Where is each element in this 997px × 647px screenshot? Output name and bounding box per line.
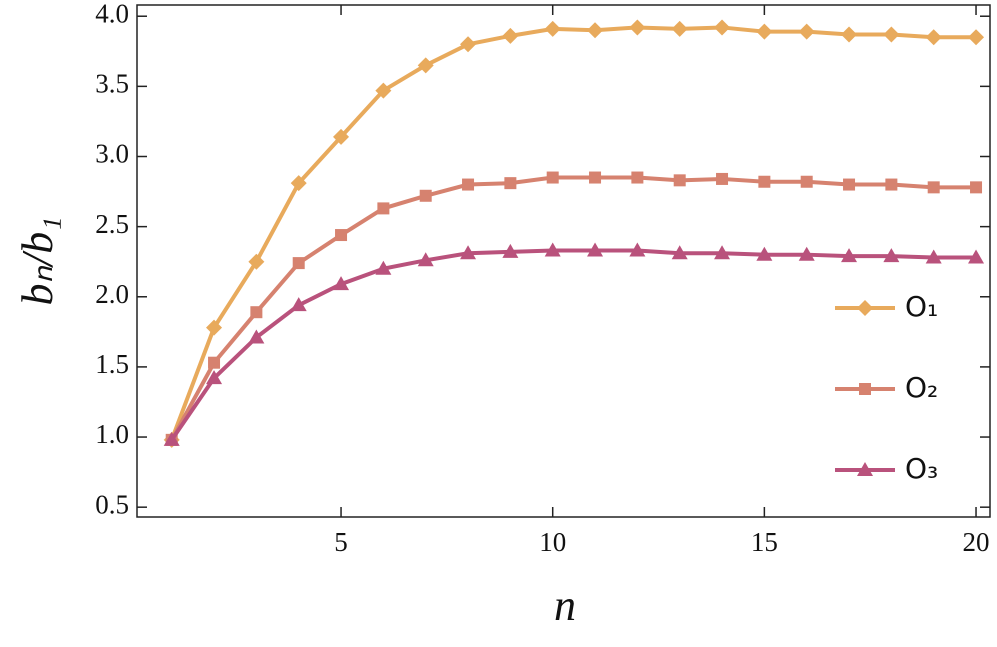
marker <box>462 178 475 191</box>
marker <box>206 319 223 336</box>
x-tick-label: 20 <box>963 527 990 557</box>
x-tick-label: 10 <box>539 527 566 557</box>
y-tick-label: 2.0 <box>95 279 129 309</box>
y-tick-label: 2.5 <box>95 209 129 239</box>
marker <box>716 172 729 185</box>
x-tick-label: 15 <box>751 527 778 557</box>
marker <box>502 243 519 258</box>
marker <box>335 229 348 242</box>
x-axis-label: n <box>554 581 576 630</box>
marker <box>375 82 392 99</box>
y-tick-label: 1.0 <box>95 419 129 449</box>
marker <box>589 171 602 184</box>
legend-marker <box>859 383 871 395</box>
marker <box>333 276 350 291</box>
marker <box>629 242 646 257</box>
marker <box>377 202 390 215</box>
marker <box>587 22 604 39</box>
marker <box>292 257 305 270</box>
y-tick-label: 1.5 <box>95 349 129 379</box>
marker <box>714 19 731 36</box>
marker <box>841 26 858 43</box>
y-tick-label: 3.5 <box>95 69 129 99</box>
marker <box>248 329 265 344</box>
marker <box>798 23 815 40</box>
marker <box>502 27 519 44</box>
marker <box>248 253 265 270</box>
legend-marker <box>857 462 873 476</box>
marker <box>544 242 561 257</box>
marker <box>417 57 434 74</box>
marker <box>798 246 815 261</box>
legend-marker <box>857 300 873 316</box>
marker <box>883 26 900 43</box>
x-tick-label: 5 <box>334 527 348 557</box>
plot-frame <box>136 4 991 518</box>
legend-label: O₃ <box>905 452 938 485</box>
marker <box>460 36 477 53</box>
marker <box>206 370 223 385</box>
marker <box>208 356 221 369</box>
marker <box>968 29 985 46</box>
marker <box>843 178 856 191</box>
marker <box>250 306 263 319</box>
marker <box>756 246 773 261</box>
marker <box>800 175 813 188</box>
marker <box>544 20 561 37</box>
marker <box>756 23 773 40</box>
marker <box>673 174 686 187</box>
marker <box>587 242 604 257</box>
y-tick-label: 3.0 <box>95 139 129 169</box>
series-line <box>170 248 977 441</box>
marker <box>163 431 180 446</box>
marker <box>631 171 644 184</box>
marker <box>290 297 307 312</box>
marker <box>375 260 392 275</box>
marker <box>460 245 477 260</box>
marker <box>841 248 858 263</box>
marker <box>970 181 983 194</box>
marker <box>758 175 771 188</box>
y-axis-label: bₙ/b₁ <box>13 216 62 305</box>
marker <box>546 171 559 184</box>
marker <box>417 252 434 267</box>
marker <box>883 248 900 263</box>
legend-label: O₁ <box>905 290 938 323</box>
marker <box>504 177 517 190</box>
y-tick-label: 4.0 <box>95 0 129 28</box>
marker <box>968 249 985 264</box>
marker <box>333 128 350 145</box>
series-line <box>169 25 977 441</box>
marker <box>290 175 307 192</box>
marker <box>714 245 731 260</box>
marker <box>925 249 942 264</box>
marker <box>927 181 940 194</box>
marker <box>419 189 432 202</box>
y-tick-label: 0.5 <box>95 489 129 519</box>
legend-label: O₂ <box>905 371 938 404</box>
series-line <box>169 175 977 441</box>
marker <box>671 20 688 37</box>
marker <box>671 245 688 260</box>
marker <box>885 178 898 191</box>
marker <box>925 29 942 46</box>
marker <box>629 19 646 36</box>
